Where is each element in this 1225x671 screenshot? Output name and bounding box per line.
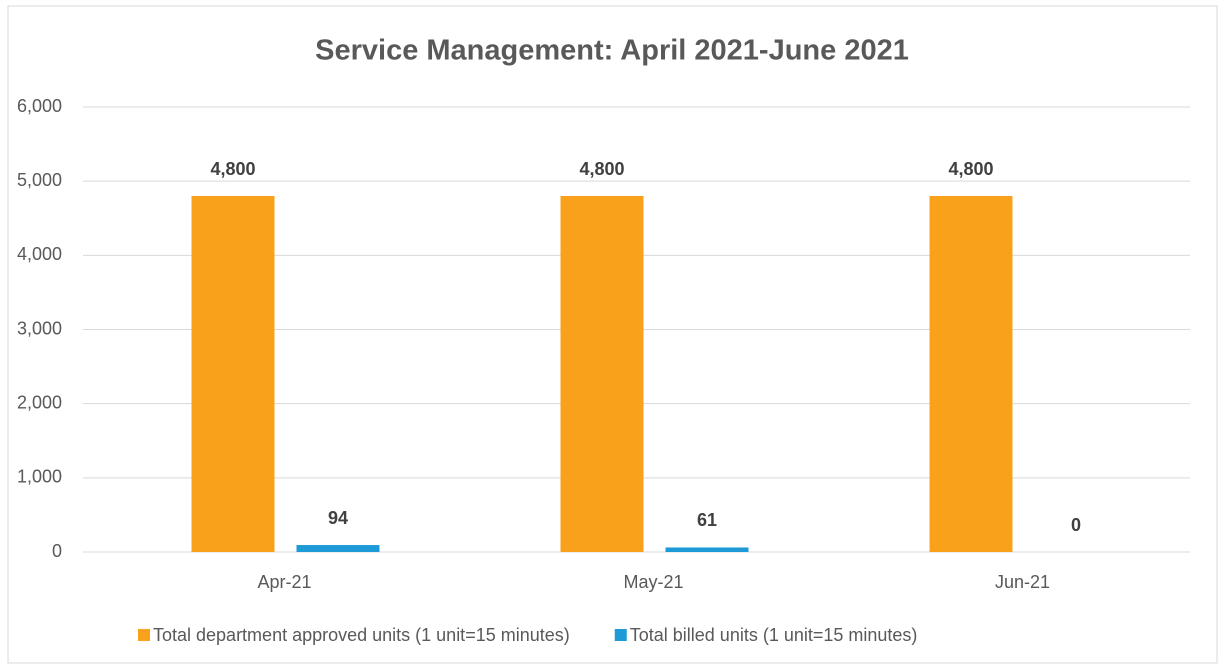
y-tick-label: 6,000 [17,96,62,116]
data-label: 94 [328,508,348,528]
legend-swatch [138,629,150,641]
legend-label: Total department approved units (1 unit=… [153,625,570,645]
y-tick-label: 2,000 [17,392,62,412]
data-label: 4,800 [948,159,993,179]
bar [296,545,380,552]
x-tick-label: Apr-21 [257,572,311,592]
legend-swatch [614,629,627,641]
y-tick-label: 4,000 [17,244,62,264]
data-label: 61 [697,510,717,530]
data-label: 0 [1071,515,1081,535]
y-tick-label: 0 [52,541,62,561]
y-tick-label: 3,000 [17,318,62,338]
bar [929,196,1013,552]
bar [560,196,644,552]
x-tick-label: May-21 [623,572,683,592]
y-tick-label: 1,000 [17,467,62,487]
x-tick-label: Jun-21 [995,572,1050,592]
data-label: 4,800 [579,159,624,179]
legend-label: Total billed units (1 unit=15 minutes) [630,625,918,645]
y-tick-label: 5,000 [17,170,62,190]
bar [665,547,749,552]
data-label: 4,800 [210,159,255,179]
bar [191,196,275,552]
chart-title: Service Management: April 2021-June 2021 [315,35,909,67]
